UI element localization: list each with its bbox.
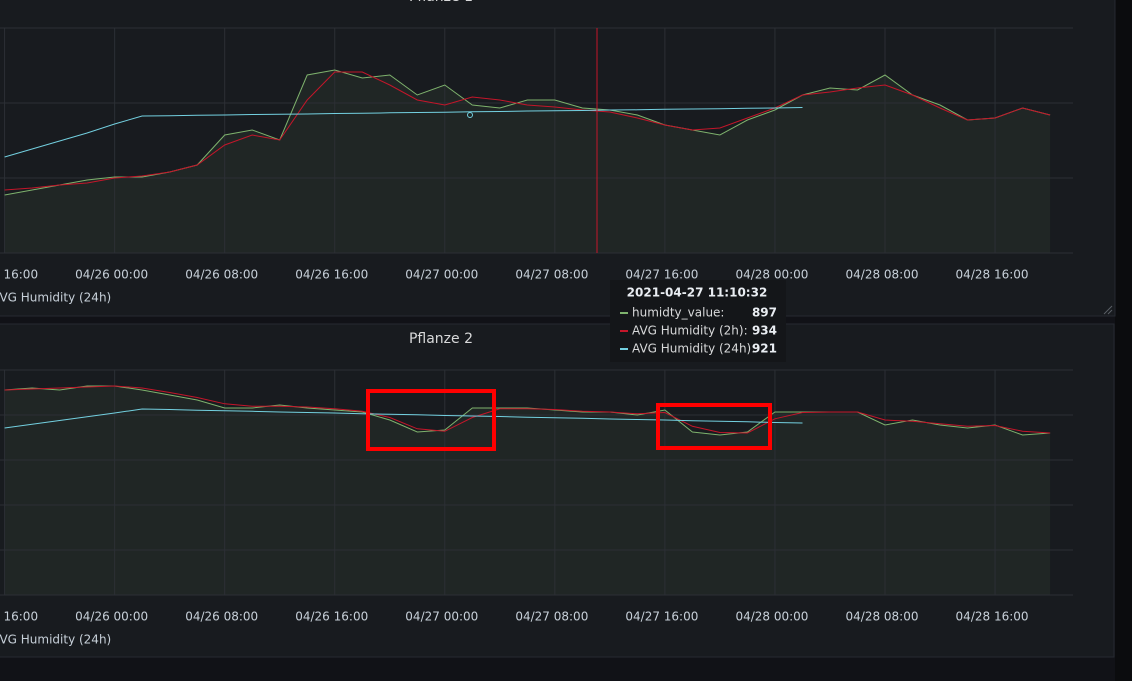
x-tick-label: 04/26 00:00 xyxy=(75,268,148,282)
panel xyxy=(0,0,1116,317)
panel xyxy=(0,323,1115,658)
tooltip-label: AVG Humidity (24h): xyxy=(632,342,755,356)
tooltip-value: 934 xyxy=(752,324,777,338)
hover-point xyxy=(467,112,473,118)
x-tick-label: 04/25 16:00 xyxy=(0,268,38,282)
x-tick-label: 04/27 16:00 xyxy=(625,268,698,282)
x-tick-label: 04/28 16:00 xyxy=(956,610,1029,624)
x-tick-label: 04/27 16:00 xyxy=(625,610,698,624)
tooltip-time: 2021-04-27 11:10:32 xyxy=(627,286,768,300)
x-tick-label: 04/27 00:00 xyxy=(405,268,478,282)
x-tick-label: 04/27 08:00 xyxy=(515,610,588,624)
x-tick-label: 04/26 00:00 xyxy=(75,610,148,624)
tooltip: 2021-04-27 11:10:32 humidty_value: 897 AVG… xyxy=(610,280,786,362)
legend-entry: AVG Humidity (24h) xyxy=(0,291,111,305)
scroll-area xyxy=(1115,0,1132,681)
tooltip-label: humidty_value: xyxy=(632,306,724,320)
series-line xyxy=(4,71,1051,191)
series-line xyxy=(4,107,803,158)
series-line xyxy=(4,385,1051,436)
series-line xyxy=(4,385,1051,434)
tooltip-value: 897 xyxy=(752,306,777,320)
highlight-box xyxy=(656,403,772,450)
x-tick-label: 04/27 08:00 xyxy=(515,268,588,282)
highlight-box xyxy=(366,389,496,451)
tooltip-label: AVG Humidity (2h): xyxy=(632,324,748,338)
x-tick-label: 04/28 00:00 xyxy=(735,268,808,282)
series-line xyxy=(4,408,803,429)
x-tick-label: 04/27 00:00 xyxy=(405,610,478,624)
legend-entry: AVG Humidity (24h) xyxy=(0,633,111,647)
x-tick-label: 04/28 08:00 xyxy=(846,610,919,624)
resize-handle xyxy=(1103,305,1113,315)
tooltip-value: 921 xyxy=(752,342,777,356)
x-tick-label: 04/28 16:00 xyxy=(956,268,1029,282)
x-tick-label: 04/25 16:00 xyxy=(0,610,38,624)
x-tick-label: 04/26 16:00 xyxy=(295,268,368,282)
area xyxy=(4,70,1051,253)
area xyxy=(4,386,1051,595)
panel-title: Pflanze 1 xyxy=(409,0,473,5)
tooltip-box xyxy=(610,280,786,362)
tooltip-rows: humidty_value: 897 AVG Humidity (2h): 934 AV… xyxy=(620,306,777,356)
x-tick-label: 04/26 08:00 xyxy=(185,610,258,624)
x-tick-label: 04/26 08:00 xyxy=(185,268,258,282)
x-tick-label: 04/28 08:00 xyxy=(846,268,919,282)
panel-title: Pflanze 2 xyxy=(409,331,473,347)
x-tick-label: 04/26 16:00 xyxy=(295,610,368,624)
x-tick-label: 04/28 00:00 xyxy=(735,610,808,624)
